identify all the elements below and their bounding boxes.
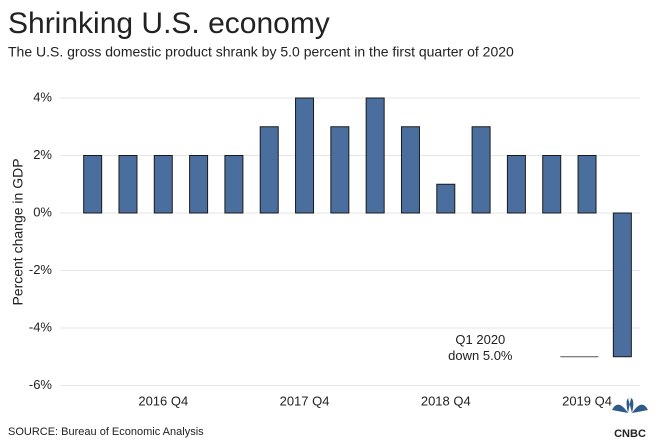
bar [471,126,491,214]
bar [259,126,279,214]
y-tick-label: -4% [29,319,53,334]
chart-subtitle: The U.S. gross domestic product shrank b… [8,44,514,60]
bar [189,155,209,214]
x-tick-label: 2016 Q4 [138,393,188,408]
bar [83,155,103,214]
chart-title: Shrinking U.S. economy [8,7,330,40]
y-tick-label: 0% [33,204,52,219]
bar [224,155,244,214]
x-tick-label: 2018 Q4 [421,393,471,408]
logo: CNBC [612,397,648,440]
source: SOURCE: Bureau of Economic Analysis [8,426,204,438]
logo-text: CNBC [614,428,646,440]
bar [330,126,350,214]
bar [365,97,385,214]
y-tick-label: 2% [33,147,52,162]
annotation: Q1 2020 [455,332,505,347]
annotation: down 5.0% [448,348,513,363]
bar [118,155,138,214]
y-tick-label: -6% [29,377,53,392]
x-tick-label: 2017 Q4 [280,393,330,408]
bar [436,183,456,214]
bar [400,126,420,214]
bar [612,212,632,358]
bar [295,97,315,214]
bar [577,155,597,214]
bar [542,155,562,214]
y-tick-label: 4% [33,89,52,104]
bar [506,155,526,214]
logo-peacock [612,397,648,413]
bar [153,155,173,214]
y-axis-label: Percent change in GDP [10,158,26,305]
y-tick-label: -2% [29,262,53,277]
x-tick-label: 2019 Q4 [562,393,612,408]
